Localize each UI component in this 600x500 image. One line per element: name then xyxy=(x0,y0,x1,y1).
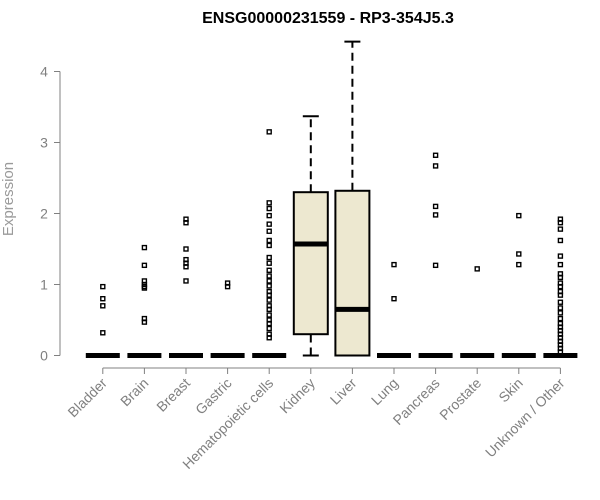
outlier-point xyxy=(557,226,564,232)
x-tick-label: Bladder xyxy=(64,375,110,421)
outlier-point xyxy=(266,312,272,318)
outlier-point xyxy=(100,303,106,309)
outlier-point xyxy=(266,260,272,266)
x-tick-label: Breast xyxy=(153,375,193,415)
x-tick-label: Lung xyxy=(368,375,401,408)
outlier-point xyxy=(474,266,480,272)
box-group xyxy=(252,129,287,358)
outlier-point xyxy=(183,264,189,270)
box-group xyxy=(169,216,203,358)
outlier-point xyxy=(183,220,189,226)
outlier-point xyxy=(557,349,564,355)
outlier-point xyxy=(391,296,397,302)
outlier-point xyxy=(266,242,272,249)
outlier-point xyxy=(266,283,272,289)
y-tick-label: 4 xyxy=(40,64,48,80)
outlier-point xyxy=(266,212,272,219)
outlier-point xyxy=(557,315,564,322)
outlier-point xyxy=(266,278,272,284)
x-tick-label: Skin xyxy=(495,375,526,406)
outlier-point xyxy=(557,305,564,311)
y-axis-label: Expression xyxy=(0,162,17,236)
outlier-point xyxy=(516,212,522,219)
outlier-point xyxy=(266,205,272,212)
x-tick-label: Brain xyxy=(117,375,151,409)
outlier-point xyxy=(266,273,272,279)
outlier-point xyxy=(266,297,272,303)
box xyxy=(334,189,371,357)
outlier-point xyxy=(100,330,106,336)
outlier-point xyxy=(557,310,564,316)
chart-title: ENSG00000231559 - RP3-354J5.3 xyxy=(202,10,454,27)
outlier-point xyxy=(557,261,564,268)
outlier-point xyxy=(141,262,148,269)
outlier-point xyxy=(557,292,564,298)
outlier-point xyxy=(266,228,272,234)
outlier-point xyxy=(266,335,272,341)
outlier-point xyxy=(432,212,439,218)
box-group xyxy=(543,216,578,358)
outlier-point xyxy=(266,320,272,327)
y-tick-label: 3 xyxy=(40,135,48,151)
box-group xyxy=(334,40,371,357)
outlier-point xyxy=(516,251,522,257)
x-tick-label: Kidney xyxy=(276,375,318,417)
outlier-point xyxy=(557,253,564,259)
outlier-point xyxy=(391,261,397,268)
x-tick-label: Prostate xyxy=(436,375,484,423)
outlier-point xyxy=(141,319,148,325)
outlier-point xyxy=(266,200,272,206)
outlier-point xyxy=(557,299,564,305)
box-group xyxy=(292,115,329,357)
outlier-point xyxy=(432,262,439,269)
box-group xyxy=(85,283,120,358)
outlier-point xyxy=(557,274,564,281)
outlier-point xyxy=(183,278,189,284)
outlier-point xyxy=(432,152,439,158)
outlier-point xyxy=(266,221,272,227)
y-tick-label: 2 xyxy=(40,206,48,222)
box-group xyxy=(127,244,162,358)
outlier-point xyxy=(432,163,439,169)
box-group xyxy=(418,152,453,358)
outlier-point xyxy=(557,220,564,226)
box-group xyxy=(377,261,411,358)
outlier-point xyxy=(266,325,272,332)
outlier-point xyxy=(557,283,564,290)
outlier-point xyxy=(100,283,106,290)
x-tick-label: Unknown / Other xyxy=(482,375,568,461)
box xyxy=(292,191,329,336)
outlier-point xyxy=(557,237,564,244)
outlier-point xyxy=(141,244,148,251)
outlier-point xyxy=(516,261,522,268)
outlier-point xyxy=(266,129,272,135)
outlier-point xyxy=(266,306,272,313)
outlier-point xyxy=(100,296,106,302)
outlier-point xyxy=(141,285,148,291)
box-group xyxy=(460,266,495,358)
outlier-point xyxy=(266,237,272,244)
y-tick-label: 0 xyxy=(40,348,48,364)
x-tick-label: Liver xyxy=(327,375,360,408)
y-tick-label: 1 xyxy=(40,277,48,293)
outlier-point xyxy=(224,283,231,290)
outlier-point xyxy=(266,254,272,261)
box-group xyxy=(501,212,536,358)
box-group xyxy=(210,280,245,358)
outlier-point xyxy=(183,246,189,252)
outlier-point xyxy=(266,292,272,298)
outlier-point xyxy=(432,203,439,210)
outlier-point xyxy=(266,267,272,273)
plot-area xyxy=(85,40,578,358)
